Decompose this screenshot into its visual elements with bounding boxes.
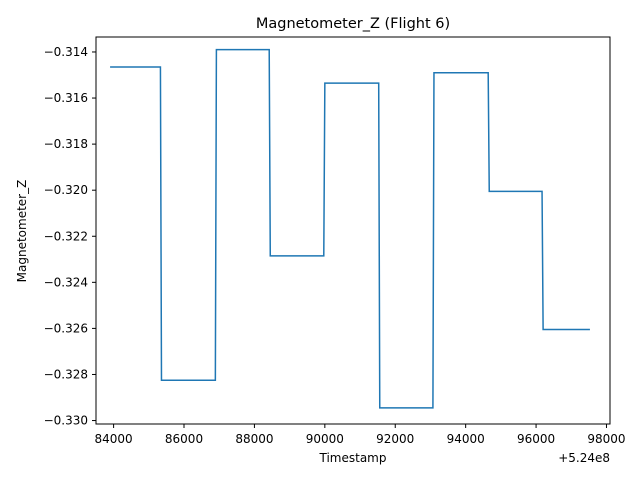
y-axis-title: Magnetometer_Z <box>15 180 29 283</box>
y-tick-label: −0.330 <box>44 414 88 428</box>
y-tick-label: −0.328 <box>44 367 88 381</box>
x-tick-label: 84000 <box>95 432 133 446</box>
x-axis: 84000 86000 88000 90000 92000 94000 96000 98000 <box>95 424 626 446</box>
x-axis-offset-label: +5.24e8 <box>558 451 610 465</box>
y-tick-label: −0.322 <box>44 229 88 243</box>
plot-frame <box>95 36 611 425</box>
chart-title: Magnetometer_Z (Flight 6) <box>256 16 450 32</box>
y-tick-label: −0.326 <box>44 321 88 335</box>
y-tick-label: −0.324 <box>44 275 88 289</box>
series-line-0 <box>110 48 590 409</box>
y-tick-label: −0.314 <box>44 45 88 59</box>
x-tick-label: 92000 <box>376 432 414 446</box>
y-tick-label: −0.316 <box>44 91 88 105</box>
x-tick-label: 98000 <box>587 432 625 446</box>
plot-area <box>110 48 590 409</box>
x-tick-label: 94000 <box>447 432 485 446</box>
x-tick-label: 86000 <box>165 432 203 446</box>
y-tick-label: −0.320 <box>44 183 88 197</box>
y-tick-label: −0.318 <box>44 137 88 151</box>
x-tick-label: 90000 <box>306 432 344 446</box>
x-tick-label: 88000 <box>235 432 273 446</box>
x-axis-title: Timestamp <box>319 451 387 465</box>
y-axis: −0.330 −0.328 −0.326 −0.324 −0.322 −0.320 −0.3… <box>44 45 96 428</box>
x-tick-label: 96000 <box>517 432 555 446</box>
